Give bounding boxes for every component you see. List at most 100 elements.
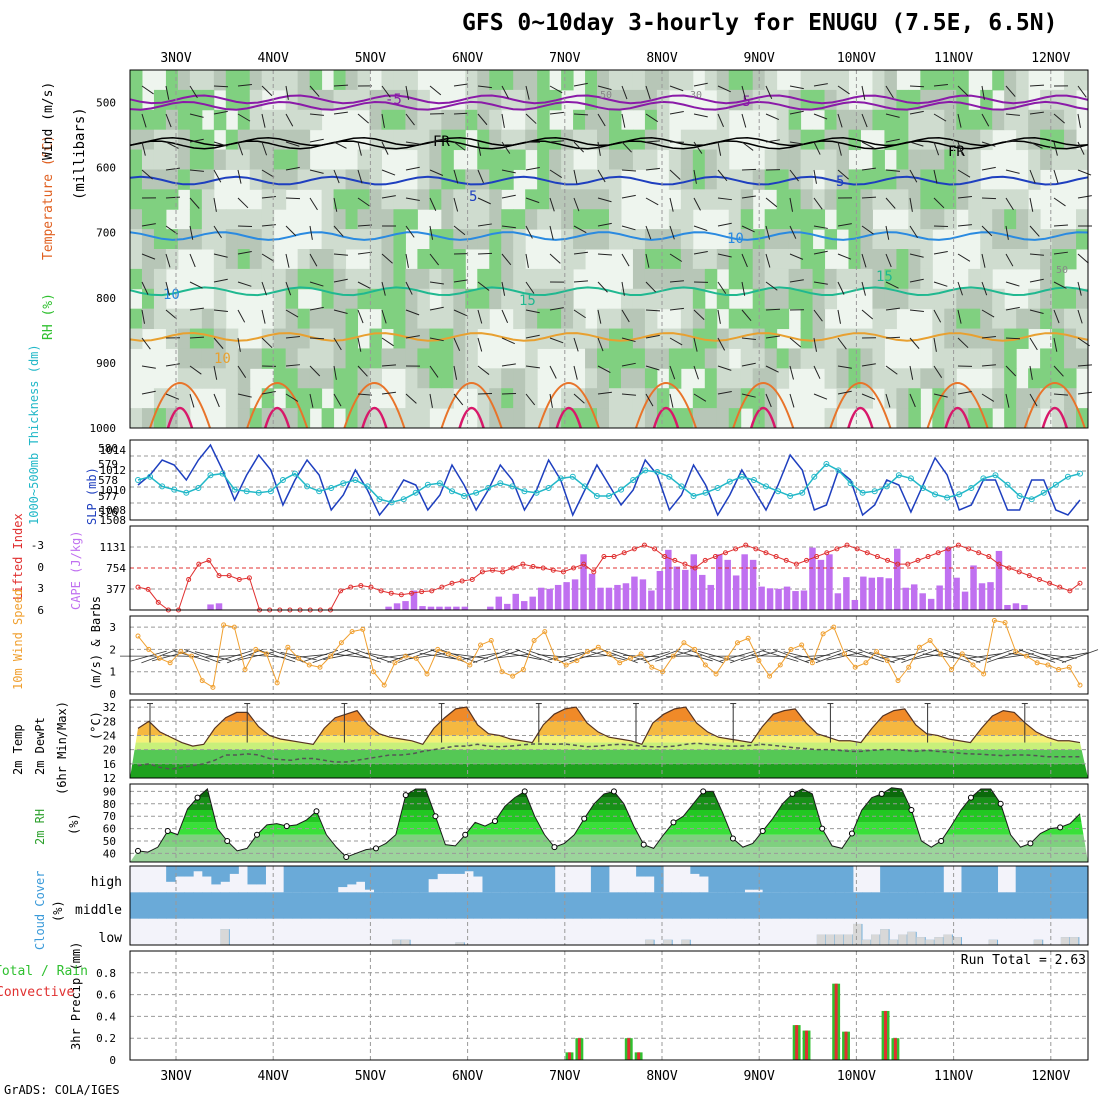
rh-cell <box>620 348 634 369</box>
rh-cell <box>141 249 155 270</box>
wind-barb <box>861 167 876 171</box>
rh-cell <box>177 348 191 369</box>
wind-speed-point <box>831 624 837 630</box>
rh-cell <box>716 149 730 170</box>
rh-cell <box>285 308 299 330</box>
wind-barb <box>909 110 924 115</box>
rh-cell <box>297 388 311 409</box>
temp-tick: 12 <box>103 772 116 785</box>
cloud-middle-bar <box>392 892 402 919</box>
rh-cell <box>824 70 838 91</box>
cloud-high-bar <box>464 866 474 872</box>
wind-barb <box>813 197 823 210</box>
wind-speed-point <box>734 640 740 646</box>
wind-barb <box>1005 138 1020 143</box>
cloud-high-bar <box>410 866 420 893</box>
cloud-low-fill <box>898 934 907 945</box>
cape-axis-label: CAPE (J/kg) <box>69 531 83 610</box>
rh-cell <box>369 408 382 429</box>
rh-cell <box>429 268 442 290</box>
rh-cell <box>130 209 143 230</box>
cloud-low-fill <box>862 939 871 945</box>
rh-cell <box>237 408 251 429</box>
lifted-index-point <box>469 576 475 582</box>
cape-bar <box>741 554 748 610</box>
bottom-date-label: 4NOV <box>258 1069 289 1084</box>
rh-cell <box>716 249 730 270</box>
wind-barb <box>621 194 636 199</box>
wind-barb <box>309 365 321 377</box>
rh-point <box>997 800 1004 807</box>
rh-cell <box>704 149 718 170</box>
wind-barb <box>741 195 756 199</box>
wind-barb <box>981 141 996 147</box>
rh-cell <box>513 388 526 409</box>
rh-cell <box>285 388 299 409</box>
rh-cell <box>381 348 394 369</box>
wind-barb <box>429 365 439 378</box>
rh-cell <box>489 388 502 409</box>
rh-cell <box>237 129 251 151</box>
rh-cell <box>860 348 873 369</box>
rh-cell <box>501 368 514 389</box>
cloud-middle-bar <box>220 892 230 919</box>
slp-tick: 1012 <box>100 464 127 477</box>
rh-cell <box>824 129 838 151</box>
rh-cell <box>225 129 239 151</box>
wind-speed-point <box>1034 660 1040 666</box>
cape-bar <box>614 584 621 610</box>
surface-wind-barb <box>548 651 585 661</box>
cloud-low-fill <box>645 939 654 945</box>
rh-cell <box>261 268 275 290</box>
lifted-index-point <box>895 561 901 567</box>
rh-cell <box>980 209 993 230</box>
cape-bar <box>944 547 952 610</box>
rh-cell <box>716 288 730 310</box>
rh-cell <box>656 89 670 111</box>
rh-cell <box>417 149 430 170</box>
wind-barb <box>741 113 747 128</box>
rh-cell <box>297 368 311 389</box>
rh-cell <box>836 268 849 290</box>
rh-cell <box>201 348 215 369</box>
rh-cell <box>597 149 610 170</box>
wind-barb <box>741 393 756 398</box>
wind-barb <box>573 225 587 234</box>
top-date-label: 7NOV <box>549 51 580 66</box>
rh-cell <box>345 288 359 310</box>
rh-cell <box>189 189 203 210</box>
surface-wind-barb <box>130 650 167 662</box>
wind-barb <box>885 365 898 375</box>
wind-barb <box>837 223 852 227</box>
wind-barb <box>141 281 149 295</box>
rh-cell <box>525 209 538 230</box>
lifted-index-point <box>1006 565 1012 571</box>
cape-bar <box>851 599 859 610</box>
wind-speed-point <box>627 655 633 661</box>
rh-cell <box>812 288 826 310</box>
cape-bar <box>605 587 613 610</box>
rh-cell <box>417 268 430 290</box>
rh-cell <box>956 408 969 429</box>
rh-cell <box>141 189 155 210</box>
wind-barb <box>213 169 222 183</box>
surface-wind-barb <box>419 652 456 660</box>
cloud-middle-bar <box>184 892 194 919</box>
wind-barb <box>453 337 461 352</box>
cloud-middle-bar <box>1069 892 1080 919</box>
wind-barb <box>453 279 468 283</box>
wind-barb <box>789 110 804 115</box>
wind-barb <box>309 85 320 97</box>
wind-barb <box>381 85 391 98</box>
top-date-label: 4NOV <box>258 51 289 66</box>
cloud-middle-bar <box>1015 892 1026 919</box>
isotherm-line <box>129 231 1089 241</box>
cloud-middle-bar <box>952 892 962 919</box>
wind-barb <box>597 197 612 203</box>
wind-barb <box>861 309 874 320</box>
rh-cell <box>489 209 502 230</box>
thickness-point <box>449 488 455 495</box>
thickness-point <box>243 488 250 495</box>
rh-cell <box>896 109 909 131</box>
wind-speed-point <box>1066 664 1072 670</box>
